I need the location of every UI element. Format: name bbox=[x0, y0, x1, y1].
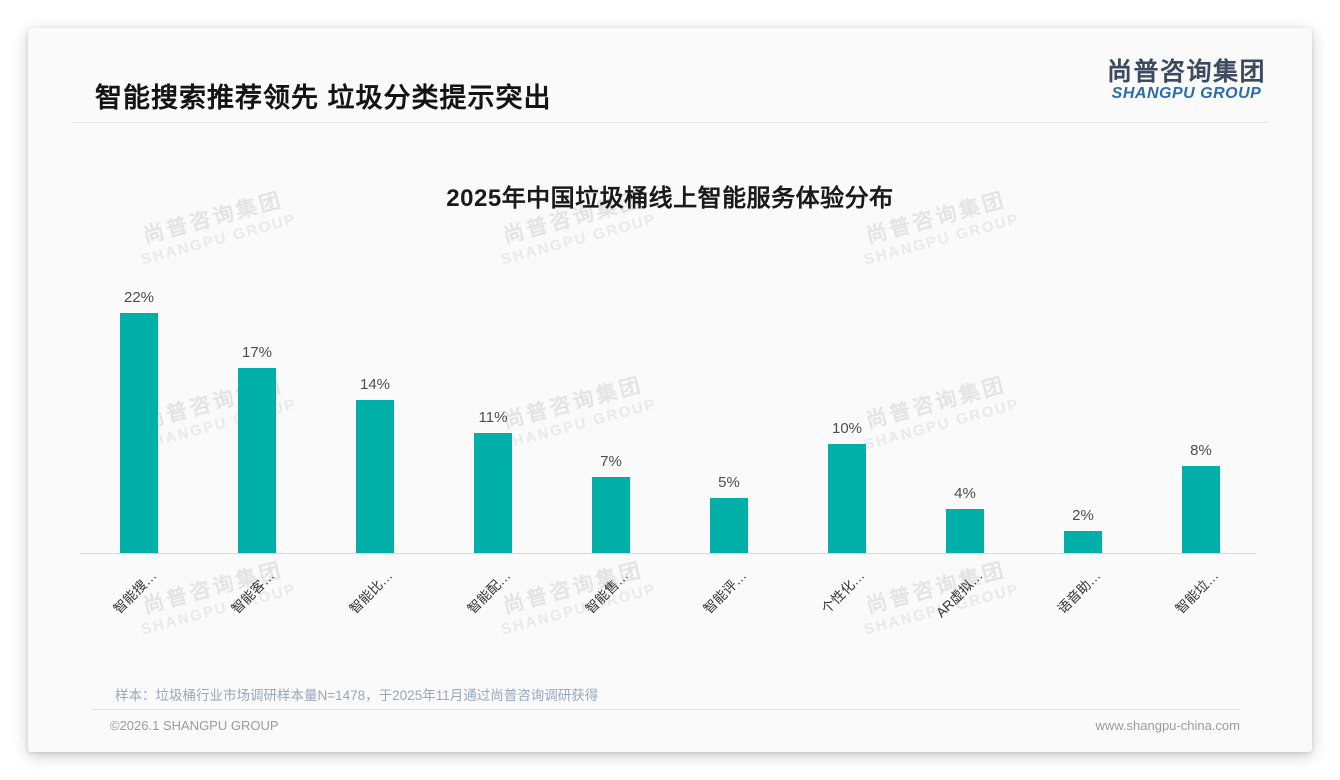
bar bbox=[120, 313, 158, 553]
bar-column: 7% bbox=[552, 453, 670, 553]
footer-website: www.shangpu-china.com bbox=[1095, 718, 1240, 733]
bar bbox=[1064, 531, 1102, 553]
footer-divider bbox=[92, 709, 1240, 710]
report-slide: 尚普咨询集团 SHANGPU GROUP 尚普咨询集团 SHANGPU GROUP 尚普… bbox=[28, 28, 1312, 752]
bar-column: 22% bbox=[80, 289, 198, 553]
bar-column: 10% bbox=[788, 420, 906, 553]
x-axis-category-label: 智能比… bbox=[346, 567, 396, 617]
bar-column: 2% bbox=[1024, 507, 1142, 553]
bar-value-label: 11% bbox=[478, 409, 508, 426]
x-axis-category-label: AR虚拟… bbox=[932, 567, 986, 621]
chart-title: 2025年中国垃圾桶线上智能服务体验分布 bbox=[446, 185, 894, 212]
bar-column: 17% bbox=[198, 344, 316, 553]
bar-column: 4% bbox=[906, 485, 1024, 553]
x-axis-category-label: 智能客… bbox=[228, 567, 278, 617]
bar bbox=[946, 509, 984, 553]
company-logo: 尚普咨询集团 SHANGPU GROUP bbox=[1107, 59, 1266, 103]
x-axis-category-label: 个性化… bbox=[818, 567, 868, 617]
bar-value-label: 14% bbox=[359, 376, 391, 393]
bar-value-label: 10% bbox=[831, 420, 863, 437]
bar bbox=[356, 400, 394, 553]
footer-copyright: ©2026.1 SHANGPU GROUP bbox=[110, 718, 279, 733]
x-axis-line bbox=[80, 553, 1256, 554]
bar-column: 11% bbox=[434, 409, 552, 553]
page-title: 智能搜索推荐领先 垃圾分类提示突出 bbox=[95, 83, 552, 113]
logo-chinese-text: 尚普咨询集团 bbox=[1106, 58, 1266, 86]
bar-value-label: 2% bbox=[1072, 507, 1094, 524]
bar-value-label: 17% bbox=[241, 344, 273, 361]
bar-value-label: 4% bbox=[954, 485, 976, 502]
x-axis-category-label: 智能评… bbox=[700, 567, 750, 617]
bar bbox=[1182, 466, 1220, 553]
logo-english-text: SHANGPU GROUP bbox=[1111, 85, 1262, 103]
bar-column: 8% bbox=[1142, 442, 1260, 553]
bar bbox=[238, 368, 276, 553]
bar-value-label: 7% bbox=[600, 453, 622, 470]
sample-note: 样本：垃圾桶行业市场调研样本量N=1478，于2025年11月通过尚普咨询调研获… bbox=[115, 688, 599, 703]
bar-value-label: 8% bbox=[1190, 442, 1212, 459]
x-axis-category-label: 智能垃… bbox=[1172, 567, 1222, 617]
plot-area: 22% 17% 14% 11% 7% 5% 10% 4% 2% 8% bbox=[80, 268, 1260, 553]
x-axis-category-label: 语音助… bbox=[1054, 567, 1104, 617]
bar-value-label: 22% bbox=[123, 289, 155, 306]
bar bbox=[592, 477, 630, 553]
bar bbox=[828, 444, 866, 553]
bar bbox=[710, 498, 748, 553]
x-axis-category-label: 智能搜… bbox=[110, 567, 160, 617]
bar-column: 14% bbox=[316, 376, 434, 553]
x-axis-category-label: 智能售… bbox=[582, 567, 632, 617]
x-axis-category-label: 智能配… bbox=[464, 567, 514, 617]
bar-column: 5% bbox=[670, 474, 788, 553]
bar-value-label: 5% bbox=[718, 474, 740, 491]
bar bbox=[474, 433, 512, 553]
header-divider bbox=[72, 122, 1268, 123]
